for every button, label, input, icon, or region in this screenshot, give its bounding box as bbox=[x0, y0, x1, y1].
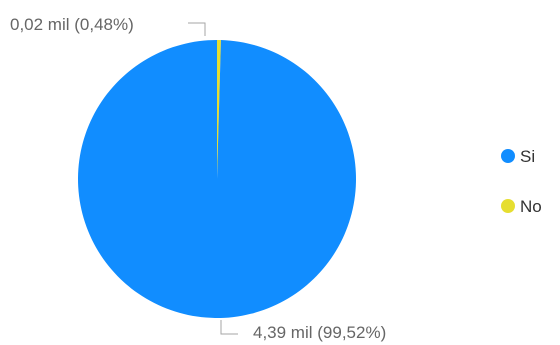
legend-label-no: No bbox=[520, 197, 542, 216]
legend: Si No bbox=[501, 147, 542, 216]
leader-lines bbox=[188, 22, 238, 335]
pie-slice-no[interactable] bbox=[217, 40, 221, 179]
legend-label-si: Si bbox=[520, 147, 535, 166]
legend-item-no[interactable]: No bbox=[501, 197, 542, 216]
leader-line-no bbox=[188, 22, 206, 36]
legend-marker-si bbox=[501, 149, 515, 163]
leader-line-si bbox=[220, 320, 238, 335]
data-label-no: 0,02 mil (0,48%) bbox=[10, 15, 134, 34]
data-label-si: 4,39 mil (99,52%) bbox=[253, 323, 386, 342]
legend-item-si[interactable]: Si bbox=[501, 147, 535, 166]
pie-slices bbox=[78, 40, 357, 318]
pie-slice-si[interactable] bbox=[78, 40, 357, 318]
legend-marker-no bbox=[501, 199, 515, 213]
